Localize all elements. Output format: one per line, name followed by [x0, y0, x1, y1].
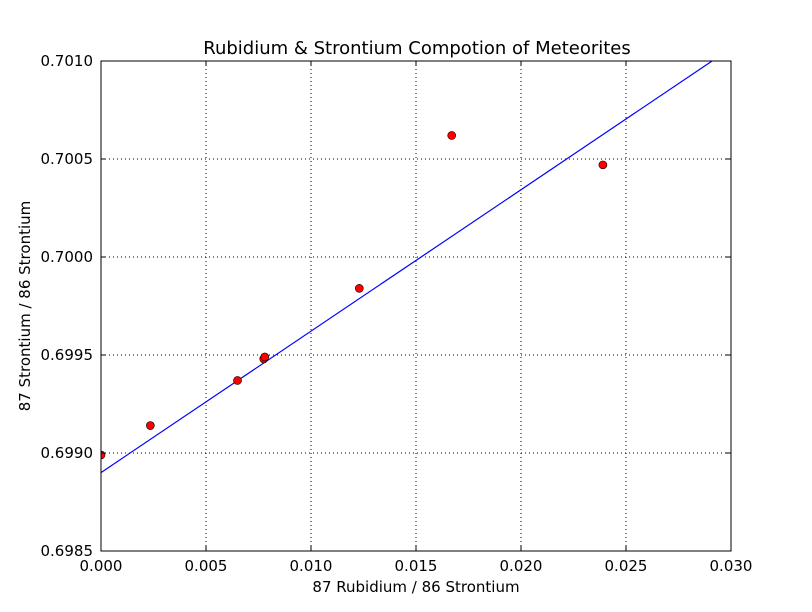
- x-tick-label: 0.020: [500, 557, 543, 575]
- x-tick-label: 0.000: [80, 557, 123, 575]
- y-tick-label: 0.6995: [41, 346, 94, 364]
- x-tick-label: 0.030: [710, 557, 753, 575]
- data-point: [260, 352, 270, 362]
- y-axis-label: 87 Strontium / 86 Strontium: [16, 201, 34, 411]
- x-tick-label: 0.015: [395, 557, 438, 575]
- data-point: [233, 376, 242, 385]
- x-tick-label: 0.005: [185, 557, 228, 575]
- grid: [101, 61, 731, 551]
- y-tick-label: 0.7010: [41, 52, 94, 70]
- data-point: [146, 421, 155, 430]
- fit-line: [101, 61, 713, 474]
- data-point: [447, 131, 457, 140]
- series-layer: [101, 61, 713, 474]
- y-tick-label: 0.7005: [41, 150, 94, 168]
- chart-title: Rubidium & Strontium Compotion of Meteor…: [203, 38, 631, 59]
- plot-area: [101, 61, 713, 474]
- data-point: [354, 284, 364, 293]
- data-point: [598, 160, 608, 170]
- y-tick-label: 0.6990: [41, 444, 94, 462]
- y-tick-label: 0.7000: [41, 248, 94, 266]
- x-tick-label: 0.010: [290, 557, 333, 575]
- x-axis-label: 87 Rubidium / 86 Strontium: [312, 578, 519, 596]
- y-tick-label: 0.6985: [41, 542, 94, 560]
- x-tick-label: 0.025: [605, 557, 648, 575]
- axis-ticks: 0.000 0.005 0.010 0.015 0.020 0.025 0.030 0.698…: [41, 52, 753, 575]
